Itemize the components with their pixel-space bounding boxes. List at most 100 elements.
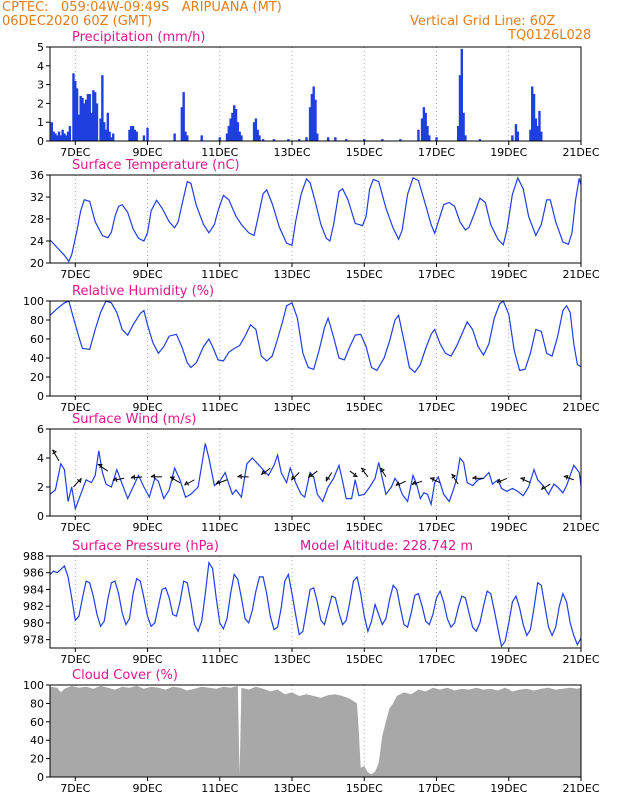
panel-frame [49, 555, 582, 649]
precip-bar [72, 73, 75, 141]
precip-bar [326, 137, 330, 141]
x-tick-label: 11DEC [201, 521, 238, 534]
wind-arrow-head [541, 485, 546, 490]
wind-arrow-head [215, 479, 221, 485]
wind-arrow [349, 470, 358, 477]
wind-arrow [430, 477, 441, 484]
precip-bar [110, 137, 113, 141]
wind-arrow [215, 479, 228, 485]
panel-2: 20 24 28 32 36 7DEC 9DEC 11DEC 13DEC 15DEC 17DEC 19… [30, 158, 600, 281]
wind-arrow [131, 476, 143, 479]
precip-bar [83, 103, 86, 141]
y-tick-label: 20 [30, 371, 44, 384]
x-tick-label: 21DEC [562, 521, 599, 534]
wind-arrow [52, 449, 60, 462]
precip-bar [218, 137, 221, 141]
x-tick-label: 21DEC [562, 653, 599, 666]
wind-arrow-head [97, 463, 103, 469]
x-tick-label: 17DEC [418, 146, 455, 159]
x-tick-label: 7DEC [60, 268, 90, 281]
precip-bar [258, 135, 261, 141]
y-tick-label: 5 [37, 41, 44, 54]
precip-bar [101, 75, 104, 141]
wind-arrow-head [352, 472, 358, 478]
x-tick-label: 9DEC [132, 401, 162, 414]
precip-bar [106, 112, 109, 141]
precip-bar [261, 139, 265, 141]
x-tick-label: 17DEC [418, 521, 455, 534]
precip-bar [112, 133, 115, 141]
wind-arrow [451, 473, 459, 485]
panel-title: Relative Humidity (%) [72, 284, 214, 299]
precip-bar [334, 137, 337, 141]
wind-arrow [563, 475, 574, 481]
precip-bar [464, 135, 467, 141]
panel-6: 0 20 40 60 80 100 7DEC 9DEC 11DEC 13DEC 15DEC 17DEC… [23, 668, 600, 795]
precip-bar [88, 94, 91, 141]
precip-bar [536, 125, 539, 141]
x-tick-label: 11DEC [201, 268, 238, 281]
y-tick-label: 982 [23, 600, 44, 613]
precip-bar [84, 99, 88, 141]
precip-bar [133, 129, 137, 141]
precip-bar [146, 127, 149, 141]
precip-bar [534, 118, 538, 141]
panel-frame [49, 428, 582, 517]
precip-bar [363, 139, 366, 141]
precip-bar [63, 133, 66, 141]
wind-arrow [496, 477, 508, 484]
x-tick-label: 17DEC [418, 782, 455, 795]
x-tick-label: 15DEC [346, 653, 383, 666]
y-tick-label: 3 [37, 79, 44, 92]
precip-bar [236, 122, 240, 141]
precip-bar [435, 137, 438, 141]
wind-arrow-head [563, 474, 569, 480]
precip-bar [424, 112, 427, 141]
x-tick-label: 15DEC [346, 146, 383, 159]
precip-bar [74, 80, 77, 141]
y-tick-label: 36 [30, 169, 44, 182]
precip-bar [59, 135, 63, 141]
y-tick-label: 6 [37, 423, 44, 436]
precip-bar [538, 110, 541, 141]
precip-bar [456, 125, 460, 141]
y-tick-label: 2 [37, 97, 44, 110]
precip-bar [52, 131, 55, 141]
wind-arrow-head [430, 477, 436, 482]
y-tick-label: 0 [37, 390, 44, 403]
y-tick-label: 20 [30, 257, 44, 270]
panel-4: 0 2 4 6 7DEC 9DEC 11DEC 13DEC 15DEC 17DEC 19DEC 21D… [37, 412, 600, 534]
precip-bar [254, 118, 258, 141]
wind-arrow-head [520, 477, 526, 482]
precip-bar [231, 112, 234, 141]
precip-bar [225, 133, 229, 141]
x-tick-label: 13DEC [273, 521, 310, 534]
panel-title: Surface Temperature (nC) [72, 158, 240, 173]
x-tick-label: 15DEC [346, 782, 383, 795]
x-tick-label: 17DEC [418, 653, 455, 666]
wind-arrow [395, 480, 407, 487]
precip-bar [462, 112, 465, 141]
precip-bar [238, 131, 241, 141]
precip-bar [131, 125, 135, 141]
precip-bar [531, 86, 534, 141]
wind-arrow [541, 483, 551, 491]
panel-3: 0 20 40 60 80 100 7DEC 9DEC 11DEC 13DEC 15DEC 17DEC… [23, 284, 600, 414]
precip-bar [95, 103, 99, 141]
x-tick-label: 13DEC [273, 146, 310, 159]
precip-bar [81, 97, 84, 141]
precip-bar [50, 122, 54, 141]
x-tick-label: 17DEC [418, 268, 455, 281]
x-tick-label: 9DEC [132, 782, 162, 795]
x-tick-label: 11DEC [201, 782, 238, 795]
wind-arrow [97, 464, 109, 472]
x-tick-label: 19DEC [490, 146, 527, 159]
precip-bar [65, 135, 68, 141]
precip-bar [86, 94, 90, 141]
precip-bar [417, 129, 420, 141]
x-tick-label: 21DEC [562, 146, 599, 159]
station-header: CPTEC: 059:04W-09:49S ARIPUANA (MT) [2, 0, 282, 15]
precip-bar [529, 129, 532, 141]
x-tick-label: 15DEC [346, 401, 383, 414]
wind-arrow-head [308, 472, 313, 478]
